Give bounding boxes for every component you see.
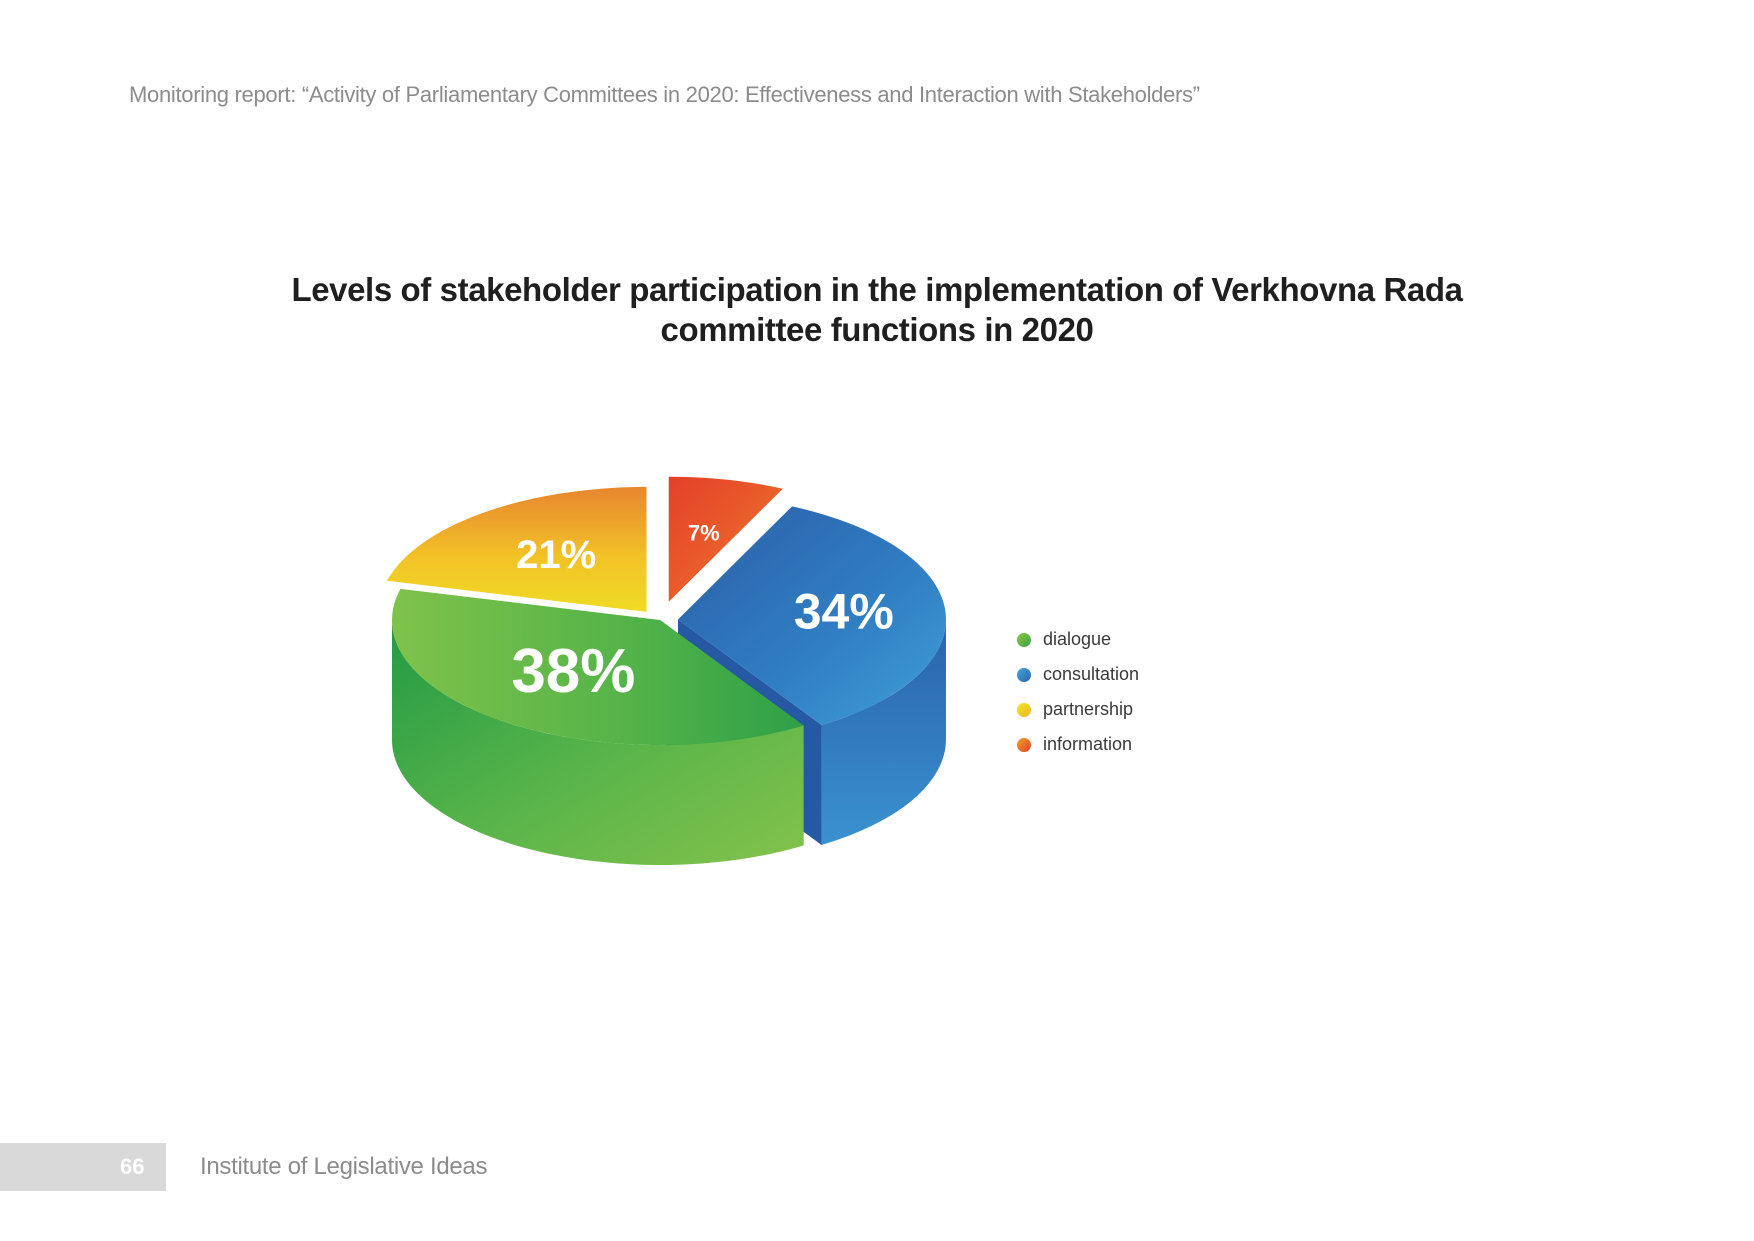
legend-label-dialogue: dialogue — [1043, 629, 1112, 649]
legend-item-consultation: consultation — [1017, 657, 1139, 692]
legend-item-partnership: partnership — [1017, 692, 1139, 727]
legend-dot-information — [1017, 737, 1031, 752]
legend-item-information: information — [1017, 727, 1139, 762]
page-number-box — [0, 1143, 166, 1191]
chart-legend: dialogue consultation partnership inform… — [1017, 622, 1139, 762]
legend-label-information: information — [1043, 734, 1133, 754]
pie-value-label-dialogue: 38% — [511, 637, 635, 706]
chart-title-line-1: Levels of stakeholder participation in t… — [291, 271, 1463, 308]
chart-title: Levels of stakeholder participation in t… — [277, 270, 1477, 350]
pie-value-label-partnership: 21% — [516, 533, 596, 577]
legend-dot-partnership — [1017, 702, 1031, 717]
pie-slice-partnership — [386, 486, 647, 612]
footer-organization: Institute of Legislative Ideas — [200, 1153, 488, 1180]
legend-dot-consultation — [1017, 667, 1031, 682]
pie-side-consultation — [821, 619, 946, 846]
pie-value-label-consultation: 34% — [794, 583, 894, 639]
page-number: 66 — [120, 1154, 145, 1179]
pie-side-dialogue — [392, 620, 804, 865]
legend-label-consultation: consultation — [1043, 664, 1140, 684]
pie-slice-consultation — [677, 506, 946, 726]
legend-label-partnership: partnership — [1043, 699, 1134, 719]
pie-slice-information — [668, 476, 783, 602]
pie-value-label-information: 7% — [688, 521, 720, 546]
pie-slice-dialogue — [391, 588, 804, 746]
legend-item-dialogue: dialogue — [1017, 622, 1139, 657]
legend-dot-dialogue — [1017, 632, 1031, 647]
running-header: Monitoring report: “Activity of Parliame… — [129, 82, 1200, 107]
chart-title-line-2: committee functions in 2020 — [660, 311, 1094, 348]
